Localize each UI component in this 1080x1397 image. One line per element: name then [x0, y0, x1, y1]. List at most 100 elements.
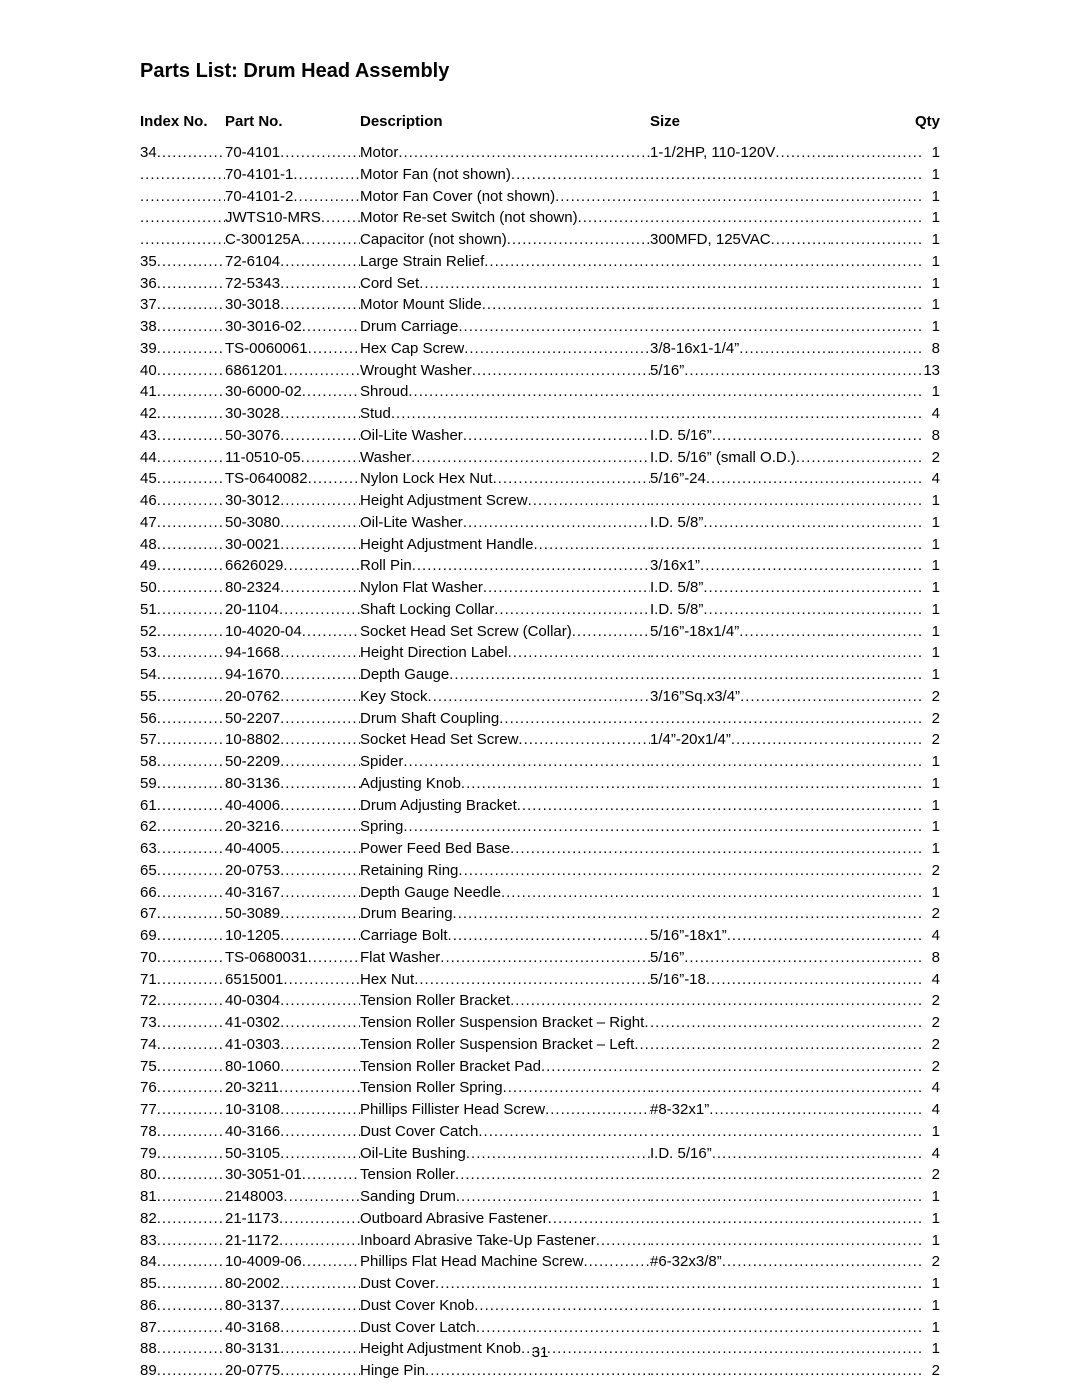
cell-index: 70 [140, 947, 225, 969]
leader [503, 1077, 650, 1099]
index-value: 74 [140, 1034, 157, 1056]
index-value: 61 [140, 795, 157, 817]
cell-part: TS-0640082 [225, 468, 360, 490]
cell-size [650, 751, 830, 773]
leader [650, 403, 830, 425]
index-value: 77 [140, 1099, 157, 1121]
leader [301, 447, 360, 469]
leader [157, 838, 225, 860]
leader [301, 229, 360, 251]
cell-desc: Phillips Flat Head Machine Screw [360, 1251, 650, 1273]
cell-index [140, 164, 225, 186]
qty-value: 1 [922, 642, 940, 664]
index-value: 63 [140, 838, 157, 860]
index-value: 65 [140, 860, 157, 882]
part-value: 6515001 [225, 969, 283, 991]
leader [280, 664, 360, 686]
leader [528, 490, 650, 512]
qty-value: 1 [922, 1186, 940, 1208]
leader [507, 229, 650, 251]
cell-part: 50-2207 [225, 708, 360, 730]
cell-index: 81 [140, 1186, 225, 1208]
cell-desc: Tension Roller Bracket [360, 990, 650, 1012]
part-value: 30-3051-01 [225, 1164, 302, 1186]
desc-value: Dust Cover Knob [360, 1295, 474, 1317]
cell-part: 50-3080 [225, 512, 360, 534]
part-value: 10-8802 [225, 729, 280, 751]
cell-qty: 1 [830, 838, 940, 860]
leader [280, 925, 360, 947]
table-row: 6220-3216Spring1 [140, 816, 940, 838]
part-value: 50-3105 [225, 1143, 280, 1165]
cell-index: 74 [140, 1034, 225, 1056]
cell-index: 54 [140, 664, 225, 686]
cell-qty: 1 [830, 512, 940, 534]
cell-desc: Flat Washer [360, 947, 650, 969]
leader [157, 708, 225, 730]
cell-desc: Motor Re-set Switch (not shown) [360, 207, 650, 229]
desc-value: Motor Fan (not shown) [360, 164, 511, 186]
cell-index: 63 [140, 838, 225, 860]
cell-desc: Washer [360, 447, 650, 469]
qty-value: 2 [922, 1012, 940, 1034]
desc-value: Sanding Drum [360, 1186, 456, 1208]
table-row: 5120-1104Shaft Locking CollarI.D. 5/8”1 [140, 599, 940, 621]
cell-index: 83 [140, 1230, 225, 1252]
desc-value: Flat Washer [360, 947, 440, 969]
table-row: 3572-6104Large Strain Relief1 [140, 251, 940, 273]
cell-index: 52 [140, 621, 225, 643]
cell-size [650, 294, 830, 316]
cell-size [650, 1295, 830, 1317]
desc-value: Shaft Locking Collar [360, 599, 494, 621]
leader [280, 903, 360, 925]
cell-desc: Tension Roller Spring [360, 1077, 650, 1099]
part-value: TS-0060061 [225, 338, 308, 360]
leader [280, 708, 360, 730]
cell-part: 30-3028 [225, 403, 360, 425]
cell-size [650, 1077, 830, 1099]
qty-value: 1 [922, 207, 940, 229]
cell-index: 89 [140, 1360, 225, 1382]
qty-value: 2 [922, 903, 940, 925]
cell-index: 37 [140, 294, 225, 316]
leader [650, 273, 830, 295]
desc-value: Height Direction Label [360, 642, 508, 664]
leader [830, 686, 922, 708]
index-value: 66 [140, 882, 157, 904]
leader [650, 316, 830, 338]
desc-value: Adjusting Knob [360, 773, 461, 795]
leader [830, 1208, 922, 1230]
cell-desc: Socket Head Set Screw [360, 729, 650, 751]
part-value: 20-1104 [225, 599, 279, 621]
cell-qty: 1 [830, 1230, 940, 1252]
cell-size [650, 1012, 830, 1034]
cell-index: 36 [140, 273, 225, 295]
cell-qty: 8 [830, 338, 940, 360]
leader [280, 251, 360, 273]
cell-qty: 1 [830, 164, 940, 186]
cell-index: 80 [140, 1164, 225, 1186]
qty-value: 8 [922, 947, 940, 969]
cell-part: 20-0753 [225, 860, 360, 882]
qty-value: 2 [922, 990, 940, 1012]
cell-qty: 1 [830, 490, 940, 512]
cell-desc: Adjusting Knob [360, 773, 650, 795]
leader [830, 207, 922, 229]
cell-size [650, 186, 830, 208]
leader [280, 1099, 360, 1121]
index-value: 56 [140, 708, 157, 730]
leader [830, 425, 922, 447]
cell-qty: 2 [830, 1012, 940, 1034]
part-value: 70-4101-1 [225, 164, 293, 186]
desc-value: Dust Cover [360, 1273, 435, 1295]
cell-size [650, 838, 830, 860]
cell-size: 3/16”Sq.x3/4” [650, 686, 830, 708]
size-value: 5/16”-18x1” [650, 925, 727, 947]
qty-value: 1 [922, 1273, 940, 1295]
leader [157, 773, 225, 795]
desc-value: Tension Roller Spring [360, 1077, 503, 1099]
part-value: 6861201 [225, 360, 283, 382]
leader [650, 207, 830, 229]
cell-index: 59 [140, 773, 225, 795]
leader [280, 816, 360, 838]
